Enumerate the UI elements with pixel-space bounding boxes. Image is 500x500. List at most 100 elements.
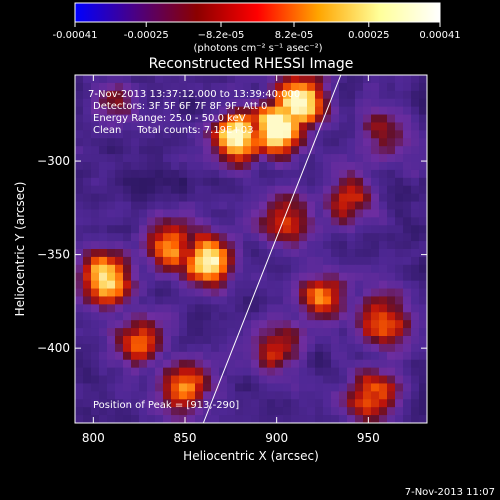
heatmap-cell xyxy=(99,272,108,282)
heatmap-cell xyxy=(83,280,92,289)
heatmap-cell xyxy=(347,343,356,353)
heatmap-cell xyxy=(99,391,108,400)
heatmap-cell xyxy=(107,233,116,242)
heatmap-cell xyxy=(147,320,156,329)
heatmap-cell xyxy=(291,146,300,155)
heatmap-cell xyxy=(291,264,300,274)
heatmap-cell xyxy=(211,367,220,376)
heatmap-cell xyxy=(403,320,412,329)
heatmap-cell xyxy=(395,75,404,84)
heatmap-cell xyxy=(283,138,292,147)
heatmap-cell xyxy=(203,272,212,282)
heatmap-cell xyxy=(395,288,404,297)
heatmap-cell xyxy=(371,98,380,108)
heatmap-cell xyxy=(331,154,340,163)
heatmap-cell xyxy=(315,154,324,163)
heatmap-cell xyxy=(339,272,348,282)
heatmap-cell xyxy=(107,169,116,179)
heatmap-cell xyxy=(419,177,427,187)
heatmap-cell xyxy=(363,359,372,369)
heatmap-cell xyxy=(283,114,292,123)
heatmap-cell xyxy=(387,359,396,369)
heatmap-cell xyxy=(163,114,172,123)
heatmap-cell xyxy=(251,391,260,400)
heatmap-cell xyxy=(171,296,180,305)
heatmap-cell xyxy=(419,241,427,250)
heatmap-cell xyxy=(147,328,156,337)
heatmap-cell xyxy=(411,375,420,384)
heatmap-cell xyxy=(387,217,396,226)
heatmap-cell xyxy=(331,106,340,115)
heatmap-cell xyxy=(91,98,100,108)
heatmap-cell xyxy=(195,367,204,376)
heatmap-cell xyxy=(235,399,244,408)
heatmap-cell xyxy=(123,415,132,423)
heatmap-cell xyxy=(187,304,196,313)
heatmap-cell xyxy=(403,114,412,123)
heatmap-cell xyxy=(131,209,140,218)
heatmap-cell xyxy=(379,90,388,100)
heatmap-cell xyxy=(363,98,372,108)
heatmap-cell xyxy=(419,272,427,282)
heatmap-cell xyxy=(179,280,188,289)
colorbar-tick-label: 0.00025 xyxy=(348,30,389,41)
heatmap-cell xyxy=(331,320,340,329)
heatmap-cell xyxy=(163,272,172,282)
heatmap-cell xyxy=(283,296,292,305)
heatmap-cell xyxy=(315,209,324,218)
heatmap-cell xyxy=(251,75,260,84)
heatmap-cell xyxy=(115,169,124,179)
heatmap-cell xyxy=(203,383,212,392)
heatmap-cell xyxy=(411,256,420,266)
heatmap-cell xyxy=(211,288,220,297)
heatmap-cell xyxy=(243,304,252,313)
heatmap-cell xyxy=(411,264,420,274)
heatmap-cell xyxy=(411,351,420,361)
heatmap-cell xyxy=(411,320,420,329)
heatmap-cell xyxy=(107,407,116,416)
heatmap-cell xyxy=(83,130,92,139)
heatmap-cell xyxy=(171,82,180,92)
chart-title: Reconstructed RHESSI Image xyxy=(149,56,354,72)
heatmap-cell xyxy=(179,304,188,313)
heatmap-cell xyxy=(291,217,300,226)
heatmap-cell xyxy=(75,193,84,202)
heatmap-cell xyxy=(307,249,316,258)
heatmap-cell xyxy=(363,146,372,155)
heatmap-cell xyxy=(259,75,268,84)
heatmap-cell xyxy=(203,351,212,361)
heatmap-cell xyxy=(195,138,204,147)
heatmap-cell xyxy=(315,256,324,266)
heatmap-cell xyxy=(395,249,404,258)
heatmap-cell xyxy=(211,280,220,289)
heatmap-cell xyxy=(171,209,180,218)
heatmap-cell xyxy=(107,209,116,218)
heatmap-cell xyxy=(347,177,356,187)
heatmap-cell xyxy=(203,320,212,329)
heatmap-cell xyxy=(387,185,396,195)
heatmap-cell xyxy=(203,201,212,210)
heatmap-cell xyxy=(227,375,236,384)
heatmap-cell xyxy=(283,217,292,226)
heatmap-cell xyxy=(291,304,300,313)
heatmap-cell xyxy=(339,225,348,234)
heatmap-cell xyxy=(379,328,388,337)
heatmap-cell xyxy=(355,399,364,408)
heatmap-cell xyxy=(379,154,388,163)
heatmap-cell xyxy=(131,359,140,369)
heatmap-cell xyxy=(91,162,100,171)
heatmap-cell xyxy=(323,241,332,250)
heatmap-cell xyxy=(419,90,427,100)
heatmap-cell xyxy=(371,241,380,250)
heatmap-cell xyxy=(107,130,116,139)
heatmap-cell xyxy=(227,280,236,289)
heatmap-cell xyxy=(147,375,156,384)
heatmap-cell xyxy=(187,146,196,155)
heatmap-cell xyxy=(411,169,420,179)
heatmap-cell xyxy=(363,351,372,361)
heatmap-cell xyxy=(243,122,252,131)
heatmap-cell xyxy=(379,201,388,210)
heatmap-cell xyxy=(115,75,124,84)
heatmap-cell xyxy=(219,98,228,108)
heatmap-cell xyxy=(235,280,244,289)
